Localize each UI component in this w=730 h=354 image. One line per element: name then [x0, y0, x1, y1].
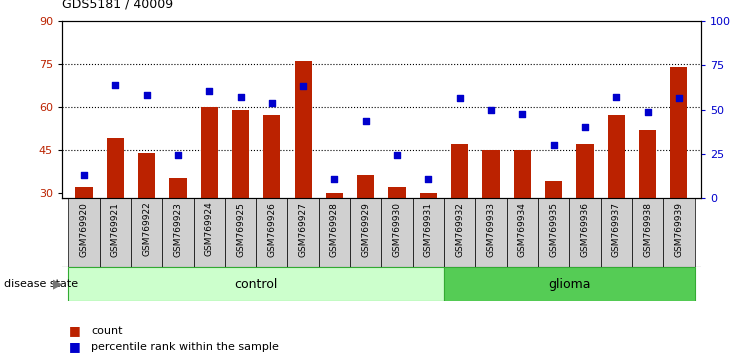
Bar [131, 198, 162, 267]
Point [204, 88, 215, 94]
Text: GSM769932: GSM769932 [456, 202, 464, 257]
Point [360, 118, 372, 124]
Point [579, 125, 591, 130]
Point [454, 96, 466, 101]
Bar [201, 107, 218, 198]
Bar [514, 150, 531, 198]
Text: GSM769938: GSM769938 [643, 202, 652, 257]
Bar [107, 138, 124, 198]
Text: GSM769934: GSM769934 [518, 202, 527, 257]
Bar [162, 198, 193, 267]
Text: GSM769927: GSM769927 [299, 202, 307, 257]
Point [78, 172, 90, 178]
Point [141, 92, 153, 98]
Bar [444, 267, 694, 301]
Point [548, 142, 559, 147]
Bar [350, 198, 381, 267]
Point [517, 111, 529, 116]
Bar [545, 181, 562, 198]
Text: control: control [234, 278, 278, 291]
Bar [639, 130, 656, 198]
Bar [264, 115, 280, 198]
Text: count: count [91, 326, 123, 336]
Bar [256, 198, 288, 267]
Bar [451, 144, 469, 198]
Text: GDS5181 / 40009: GDS5181 / 40009 [62, 0, 173, 11]
Bar [138, 153, 155, 198]
Text: glioma: glioma [548, 278, 591, 291]
Text: GSM769939: GSM769939 [675, 202, 683, 257]
Bar [632, 198, 664, 267]
Point [297, 84, 309, 89]
Bar [664, 198, 694, 267]
Text: GSM769929: GSM769929 [361, 202, 370, 257]
Text: GSM769930: GSM769930 [393, 202, 402, 257]
Bar [232, 110, 249, 198]
Text: GSM769937: GSM769937 [612, 202, 620, 257]
Point [328, 176, 340, 182]
Bar [444, 198, 475, 267]
Bar [601, 198, 632, 267]
Text: GSM769936: GSM769936 [580, 202, 589, 257]
Text: GSM769920: GSM769920 [80, 202, 88, 257]
Bar [319, 198, 350, 267]
Bar [169, 178, 186, 198]
Point [423, 176, 434, 182]
Text: GSM769926: GSM769926 [267, 202, 277, 257]
Text: GSM769922: GSM769922 [142, 202, 151, 256]
Bar [475, 198, 507, 267]
Point [673, 96, 685, 101]
Bar [99, 198, 131, 267]
Point [610, 94, 622, 99]
Bar [507, 198, 538, 267]
Text: percentile rank within the sample: percentile rank within the sample [91, 342, 279, 352]
Text: GSM769925: GSM769925 [236, 202, 245, 257]
Point [642, 109, 653, 115]
Bar [420, 193, 437, 198]
Point [391, 152, 403, 158]
Text: GSM769933: GSM769933 [486, 202, 496, 257]
Text: GSM769928: GSM769928 [330, 202, 339, 257]
Bar [577, 144, 593, 198]
Text: disease state: disease state [4, 279, 78, 289]
Point [172, 152, 184, 158]
Bar [69, 198, 99, 267]
Bar [569, 198, 601, 267]
Bar [193, 198, 225, 267]
Bar [225, 198, 256, 267]
Bar [670, 67, 688, 198]
Text: GSM769921: GSM769921 [111, 202, 120, 257]
Bar [75, 187, 93, 198]
Bar [388, 187, 406, 198]
Point [485, 108, 497, 113]
Text: ■: ■ [69, 325, 81, 337]
Bar [538, 198, 569, 267]
Text: GSM769931: GSM769931 [424, 202, 433, 257]
Point [234, 94, 246, 99]
Bar [412, 198, 444, 267]
Bar [326, 193, 343, 198]
Text: ▶: ▶ [53, 278, 63, 291]
Text: ■: ■ [69, 341, 81, 353]
Point [110, 82, 121, 87]
Point [266, 101, 277, 106]
Bar [607, 115, 625, 198]
Text: GSM769923: GSM769923 [174, 202, 182, 257]
Text: GSM769935: GSM769935 [549, 202, 558, 257]
Bar [382, 198, 412, 267]
Bar [483, 150, 499, 198]
Bar [288, 198, 319, 267]
Bar [357, 175, 374, 198]
Text: GSM769924: GSM769924 [204, 202, 214, 256]
Bar [294, 61, 312, 198]
Bar [69, 267, 444, 301]
